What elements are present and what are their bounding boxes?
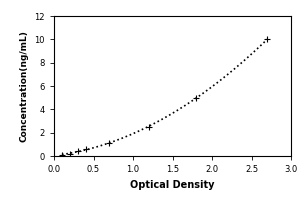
X-axis label: Optical Density: Optical Density: [130, 180, 215, 190]
Y-axis label: Concentration(ng/mL): Concentration(ng/mL): [20, 30, 29, 142]
